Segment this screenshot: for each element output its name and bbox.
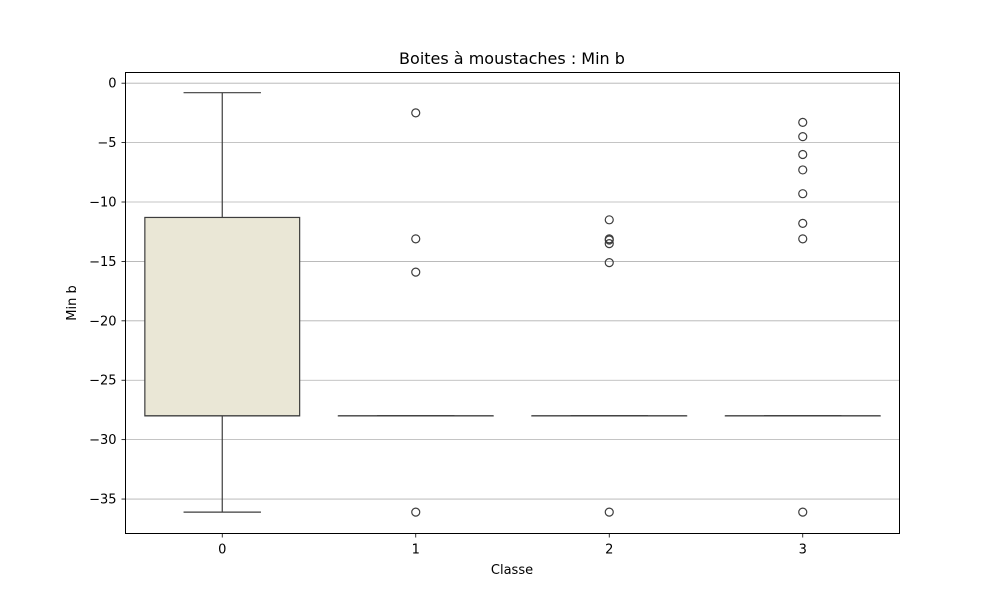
y-tick-label: 0 — [108, 77, 116, 92]
outlier-point — [604, 235, 614, 245]
plot-frame — [125, 72, 900, 534]
axes: 0 −5 −10 −15 −20 −25 −30 −35 0 1 2 3 — [89, 77, 807, 558]
chart-title: Boites à moustaches : Min b — [399, 49, 625, 68]
outlier-point — [604, 238, 614, 249]
outlier-point — [798, 149, 808, 160]
outlier-point — [604, 215, 614, 225]
box-iqr — [144, 216, 301, 417]
y-tick-label: −10 — [89, 196, 116, 211]
outlier-point — [798, 218, 808, 228]
y-tick-label: −30 — [89, 433, 116, 448]
x-tick-label: 2 — [605, 543, 613, 558]
outlier-point — [798, 117, 808, 128]
outlier-point — [604, 507, 614, 517]
outlier-point — [798, 132, 808, 142]
x-axis-title: Classe — [491, 563, 533, 578]
outlier-point — [798, 234, 808, 244]
box-group-0 — [144, 92, 301, 513]
outlier-point — [798, 189, 808, 199]
y-axis-title: Min b — [65, 285, 80, 320]
outlier-point — [411, 234, 421, 244]
outlier-point — [798, 165, 808, 175]
x-tick-label: 1 — [412, 543, 420, 558]
y-tick-label: −25 — [89, 374, 116, 389]
box-group-3 — [724, 117, 881, 517]
outlier-point — [411, 507, 421, 517]
x-tick-label: 0 — [218, 543, 226, 558]
y-tick-label: −35 — [89, 493, 116, 508]
plot-area — [144, 92, 881, 517]
y-tick-label: −5 — [97, 136, 116, 151]
outlier-point — [798, 507, 808, 517]
outlier-point — [411, 108, 421, 118]
y-tick-label: −20 — [89, 314, 116, 329]
box-group-2 — [531, 215, 688, 517]
box-group-1 — [337, 108, 494, 517]
outlier-point — [411, 267, 421, 277]
x-tick-label: 3 — [799, 543, 807, 558]
outlier-point — [604, 258, 614, 268]
y-tick-label: −15 — [89, 255, 116, 270]
